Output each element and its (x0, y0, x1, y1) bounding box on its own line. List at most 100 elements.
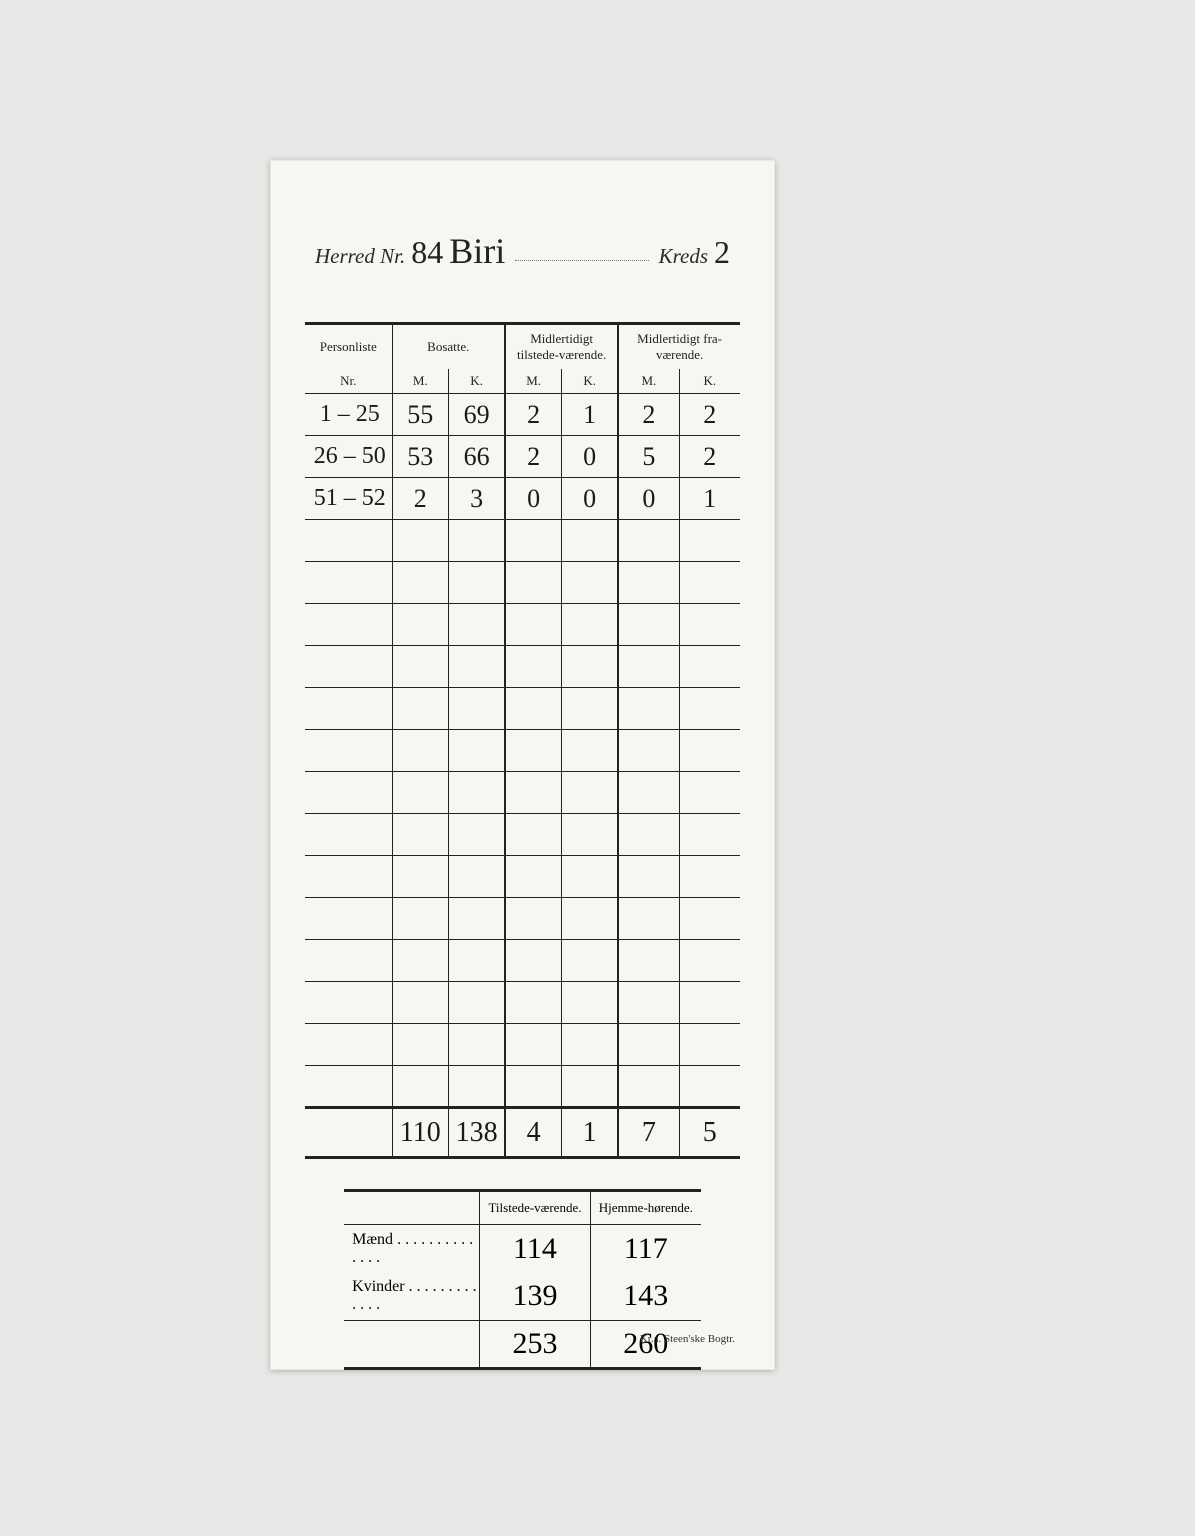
cell-fk (679, 898, 740, 940)
cell-bk (449, 604, 506, 646)
cell-tk (562, 1024, 619, 1066)
cell-fm (618, 940, 679, 982)
cell-tk (562, 814, 619, 856)
cell-bm (392, 772, 449, 814)
cell-bk (449, 1066, 506, 1108)
totals-row: 110 138 4 1 7 5 (305, 1108, 740, 1158)
col-tilstede-k: K. (562, 369, 619, 394)
totals-tilstede-k: 1 (562, 1108, 619, 1158)
cell-fk (679, 730, 740, 772)
cell-bm: 55 (392, 394, 449, 436)
cell-bk (449, 646, 506, 688)
cell-fk (679, 604, 740, 646)
dotted-rule (515, 260, 648, 261)
cell-tm (505, 646, 562, 688)
cell-nr (305, 1024, 392, 1066)
cell-bm (392, 1066, 449, 1108)
cell-tm (505, 604, 562, 646)
cell-tk (562, 562, 619, 604)
cell-bm: 53 (392, 436, 449, 478)
cell-fk (679, 772, 740, 814)
cell-fm: 5 (618, 436, 679, 478)
cell-nr: 51 – 52 (305, 478, 392, 520)
cell-bm (392, 1024, 449, 1066)
cell-bk (449, 814, 506, 856)
col-nr: Nr. (305, 369, 392, 394)
cell-tm (505, 1024, 562, 1066)
cell-bk (449, 520, 506, 562)
cell-fm (618, 982, 679, 1024)
summary-kvinder-tilstede: 139 (480, 1273, 591, 1321)
cell-bk: 3 (449, 478, 506, 520)
cell-tm: 2 (505, 394, 562, 436)
cell-nr (305, 814, 392, 856)
table-row: 1 – 2555692122 (305, 394, 740, 436)
summary-maend-label: Mænd . . . . . . . . . . . . . . (344, 1225, 480, 1273)
cell-bk (449, 730, 506, 772)
cell-tk (562, 856, 619, 898)
cell-tm (505, 982, 562, 1024)
table-row (305, 688, 740, 730)
cell-bm (392, 520, 449, 562)
cell-fk (679, 1024, 740, 1066)
cell-fm (618, 772, 679, 814)
cell-fm (618, 1066, 679, 1108)
totals-fra-m: 7 (618, 1108, 679, 1158)
col-bosatte-m: M. (392, 369, 449, 394)
cell-nr (305, 520, 392, 562)
cell-tm (505, 1066, 562, 1108)
table-row (305, 982, 740, 1024)
cell-fk (679, 940, 740, 982)
cell-fm (618, 730, 679, 772)
summary-total-tilstede: 253 (480, 1321, 591, 1369)
cell-tm (505, 814, 562, 856)
totals-tilstede-m: 4 (505, 1108, 562, 1158)
cell-nr (305, 730, 392, 772)
cell-bm (392, 604, 449, 646)
cell-fm: 0 (618, 478, 679, 520)
herred-number: 84 (411, 234, 443, 271)
table-row (305, 1066, 740, 1108)
cell-bk: 66 (449, 436, 506, 478)
totals-bosatte-m: 110 (392, 1108, 449, 1158)
cell-tm (505, 562, 562, 604)
cell-tm (505, 772, 562, 814)
col-fra-m: M. (618, 369, 679, 394)
cell-fm (618, 814, 679, 856)
table-row (305, 856, 740, 898)
cell-fm (618, 646, 679, 688)
cell-bk (449, 688, 506, 730)
cell-bm (392, 814, 449, 856)
kreds-label: Kreds (659, 244, 708, 269)
cell-bm (392, 730, 449, 772)
table-row (305, 562, 740, 604)
cell-tk (562, 982, 619, 1024)
summary-kvinder-label: Kvinder . . . . . . . . . . . . . (344, 1273, 480, 1321)
cell-fk (679, 688, 740, 730)
summary-total-blank (344, 1321, 480, 1369)
col-bosatte: Bosatte. (392, 324, 505, 370)
cell-fk: 2 (679, 436, 740, 478)
table-row (305, 772, 740, 814)
table-row: 26 – 5053662052 (305, 436, 740, 478)
col-bosatte-k: K. (449, 369, 506, 394)
summary-row-maend: Mænd . . . . . . . . . . . . . . 114 117 (344, 1225, 701, 1273)
table-row (305, 604, 740, 646)
totals-fra-k: 5 (679, 1108, 740, 1158)
cell-fm (618, 562, 679, 604)
table-row (305, 940, 740, 982)
census-form-sheet: Herred Nr. 84 Biri Kreds 2 Personliste B… (270, 160, 775, 1370)
cell-nr: 1 – 25 (305, 394, 392, 436)
cell-nr (305, 1066, 392, 1108)
cell-fm (618, 604, 679, 646)
cell-fm (618, 520, 679, 562)
cell-bm (392, 688, 449, 730)
cell-tk (562, 1066, 619, 1108)
cell-bm (392, 940, 449, 982)
col-personliste: Personliste (305, 324, 392, 370)
cell-nr (305, 940, 392, 982)
cell-fk (679, 814, 740, 856)
summary-col-tilstede: Tilstede-værende. (480, 1191, 591, 1225)
cell-fm (618, 1024, 679, 1066)
cell-tk (562, 520, 619, 562)
